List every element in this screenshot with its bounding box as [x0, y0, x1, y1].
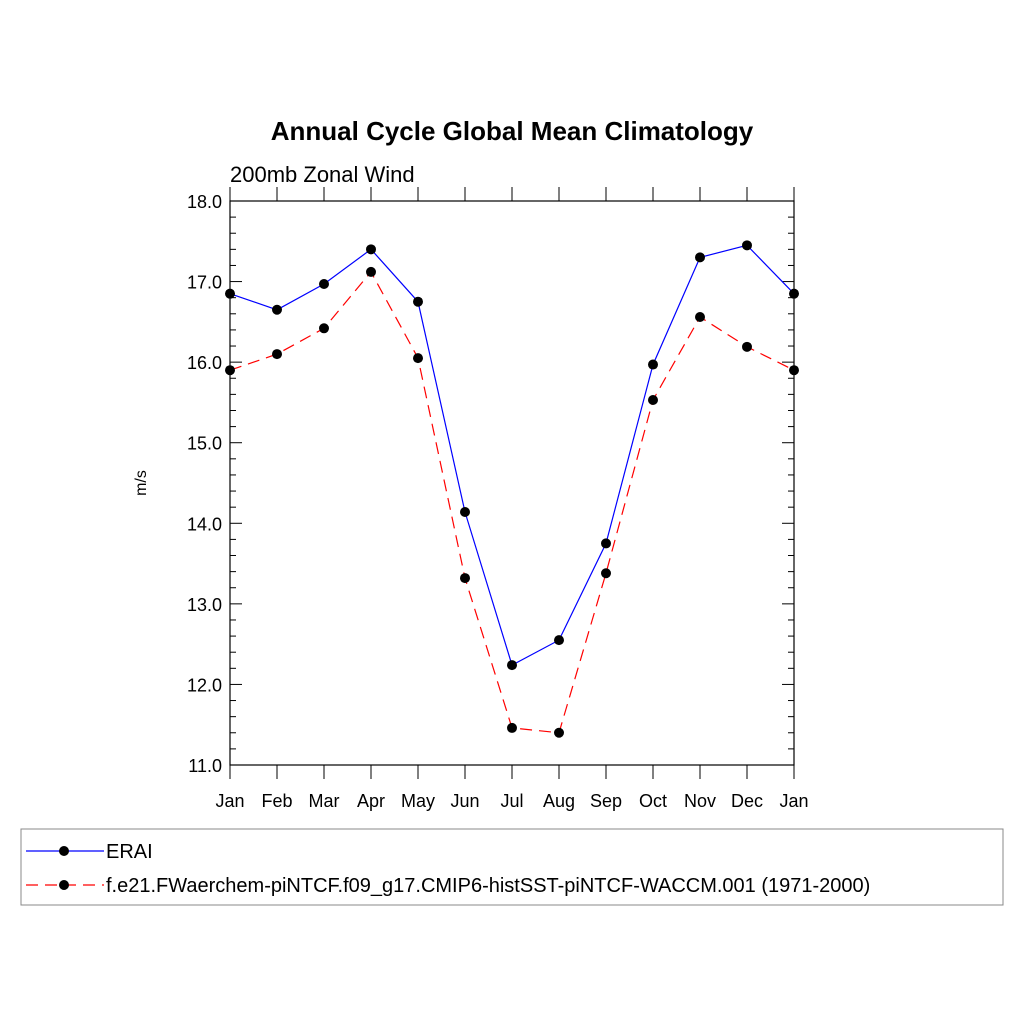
x-tick-label: Aug [543, 791, 575, 811]
series-2-point [648, 395, 658, 406]
y-axis-label: m/s [133, 470, 150, 496]
x-tick-label: Oct [639, 791, 667, 811]
chart-subtitle: 200mb Zonal Wind [230, 162, 415, 187]
legend-box [20, 828, 1004, 906]
series-1-point [554, 635, 564, 646]
x-tick-labels: Jan Feb Mar Apr May Jun Jul Aug Sep Oct Nov Dec Jan [215, 791, 808, 811]
series-markers [225, 240, 799, 738]
series-1-point [601, 538, 611, 549]
series-2-point [460, 573, 470, 584]
series-1-point [413, 296, 423, 307]
series-2-point [695, 312, 705, 323]
x-tick-label: Jan [215, 791, 244, 811]
series-line-1 [229, 244, 795, 666]
y-tick-label: 12.0 [187, 675, 222, 695]
legend: ERAI f.e21.FWaerchem-piNTCF.f09_g17.CMIP6… [20, 828, 1004, 906]
x-tick-label: Jul [500, 791, 523, 811]
x-tick-label: Sep [590, 791, 622, 811]
series-2-point [742, 341, 752, 352]
series-1-point [789, 288, 799, 299]
x-tick-label: Dec [731, 791, 763, 811]
series-2-point [272, 349, 282, 360]
y-tick-label: 15.0 [187, 434, 222, 454]
series-2-point [413, 353, 423, 364]
legend-label-1: ERAI [106, 841, 153, 863]
series-2-point [507, 722, 517, 733]
series-1-point [366, 244, 376, 255]
series-1-point [648, 359, 658, 370]
series-2-point [554, 727, 564, 738]
x-tick-label: Apr [357, 791, 385, 811]
x-tick-label: May [401, 791, 435, 811]
series-2-point [789, 365, 799, 376]
y-tick-label: 17.0 [187, 273, 222, 293]
series-1-point [460, 507, 470, 518]
series-lines [229, 244, 795, 734]
y-tick-label: 18.0 [187, 192, 222, 212]
series-1-point [507, 660, 517, 671]
series-1-point [742, 240, 752, 251]
plot-frame [229, 200, 795, 766]
y-tick-label: 14.0 [187, 514, 222, 534]
x-tick-label: Jan [779, 791, 808, 811]
series-1-point [225, 288, 235, 299]
legend-label-2: f.e21.FWaerchem-piNTCF.f09_g17.CMIP6-his… [106, 875, 870, 897]
series-2-point [319, 323, 329, 334]
x-tick-label: Feb [261, 791, 292, 811]
y-tick-labels: 11.0 12.0 13.0 14.0 15.0 16.0 17.0 18.0 [187, 192, 222, 776]
x-tick-label: Nov [684, 791, 716, 811]
series-2-point [601, 568, 611, 579]
chart-title: Annual Cycle Global Mean Climatology [271, 116, 754, 146]
series-2-point [366, 266, 376, 277]
series-1-point [319, 278, 329, 289]
legend-marker-1 [59, 846, 69, 856]
x-tick-label: Jun [450, 791, 479, 811]
x-tick-label: Mar [309, 791, 340, 811]
y-tick-label: 16.0 [187, 353, 222, 373]
series-2-point [225, 365, 235, 376]
y-tick-label: 11.0 [188, 756, 222, 776]
legend-marker-2 [59, 880, 69, 890]
axis-ticks [229, 187, 795, 779]
y-tick-label: 13.0 [187, 595, 222, 615]
legend-entries: ERAI f.e21.FWaerchem-piNTCF.f09_g17.CMIP6… [26, 841, 870, 897]
series-1-point [695, 252, 705, 263]
series-1-point [272, 304, 282, 315]
